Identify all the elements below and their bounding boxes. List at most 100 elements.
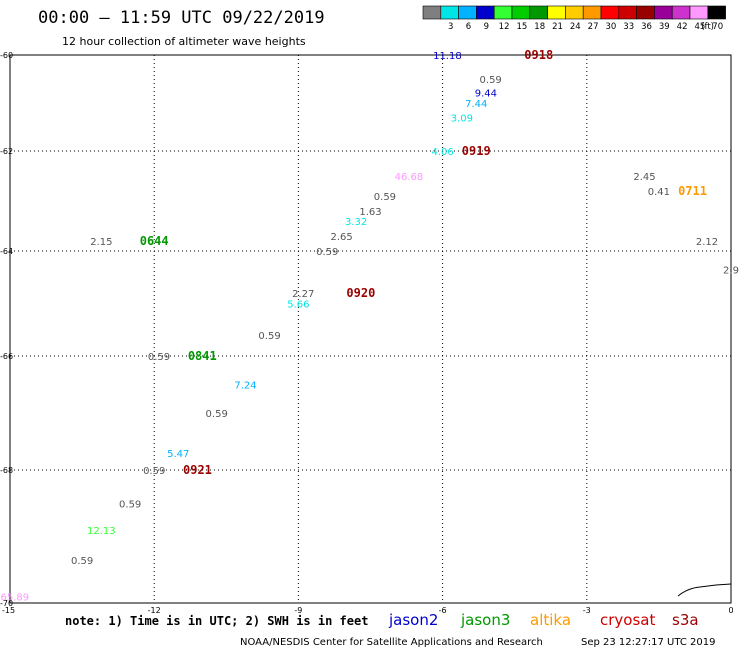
wave-height-label: 0.59 xyxy=(148,352,170,363)
map-plot-area: 11.18 0918 0.59 9.447.44 3.09 4.06 0919 2.45 0.4… xyxy=(0,48,739,604)
y-tick-label: -66 xyxy=(0,352,13,361)
wave-height-label: 0.59 xyxy=(374,192,396,203)
wave-height-label: 0.59 xyxy=(143,466,165,477)
legend-swatch xyxy=(636,5,655,20)
plot-frame xyxy=(9,54,732,604)
legend-swatch xyxy=(654,5,673,20)
legend-swatch xyxy=(565,5,584,20)
wave-height-label: 2.45 xyxy=(633,172,655,183)
legend-swatch xyxy=(547,5,566,20)
satellite-name-jason3: jason3 xyxy=(460,611,510,629)
legend-tick-label: 27 xyxy=(588,22,599,32)
wave-height-label: 46.68 xyxy=(395,172,424,183)
satellite-key: jason2 jason3 altika cryosat s3a xyxy=(388,611,699,629)
legend-tick-label: 9 xyxy=(484,22,489,32)
legend-swatch xyxy=(689,5,709,20)
pass-time-label: 0919 xyxy=(462,144,491,158)
legend-swatch xyxy=(707,5,726,20)
legend-tick-label: 12 xyxy=(499,22,510,32)
footer: note: 1) Time is in UTC; 2) SWH is in fe… xyxy=(65,611,715,648)
legend-tick-label: 3 xyxy=(448,22,453,32)
legend-tick-label: 15 xyxy=(516,22,527,32)
legend-swatch xyxy=(440,5,459,20)
wave-height-label: 2.27 xyxy=(292,289,314,300)
wave-height-label: 2.12 xyxy=(696,237,718,248)
legend-swatch xyxy=(671,5,691,20)
legend-swatch xyxy=(600,5,620,20)
pass-time-label: 0711 xyxy=(678,184,707,198)
wave-height-label: 2.15 xyxy=(90,237,112,248)
wave-height-label: 0.59 xyxy=(480,75,502,86)
legend-tick-label: 70 xyxy=(712,22,723,32)
legend-tick-label: 36 xyxy=(641,22,652,32)
pass-time-label: 0644 xyxy=(140,234,169,248)
wave-height-label: 4.06 xyxy=(431,147,453,158)
wave-height-label: 0.41 xyxy=(648,187,670,198)
x-tick-label: -12 xyxy=(148,606,161,615)
legend-unit: (ft) xyxy=(701,22,714,32)
footer-note: note: 1) Time is in UTC; 2) SWH is in fe… xyxy=(65,614,368,628)
legend-swatch xyxy=(422,5,442,20)
page-subtitle: 12 hour collection of altimeter wave hei… xyxy=(62,35,306,48)
pass-time-label: 0918 xyxy=(524,48,553,62)
wave-height-label: 3.32 xyxy=(345,217,367,228)
wave-height-label: 0.59 xyxy=(316,247,338,258)
y-tick-label: -68 xyxy=(0,466,13,475)
wave-height-label: 9.44 xyxy=(475,88,497,99)
x-tick-label: -9 xyxy=(294,606,302,615)
legend-tick-label: 21 xyxy=(552,22,563,32)
wave-height-label: 2.65 xyxy=(331,232,353,243)
legend-tick-label: 33 xyxy=(623,22,634,32)
timestamp-text: Sep 23 12:27:17 UTC 2019 xyxy=(581,637,715,648)
wave-height-label: 5.66 xyxy=(287,300,309,311)
wave-height-label: 7.24 xyxy=(234,381,256,392)
color-legend: 3 6 9 12 15 18 21 24 27 30 33 36 39 42 45 70(ft) xyxy=(422,5,726,32)
coastline xyxy=(677,583,732,597)
wave-height-label: 3.09 xyxy=(451,113,473,124)
legend-tick-label: 6 xyxy=(466,22,471,32)
legend-swatch xyxy=(529,5,548,20)
header: 00:00 — 11:59 UTC 09/22/2019 12 hour col… xyxy=(38,8,325,48)
satellite-name-altika: altika xyxy=(530,611,571,629)
legend-swatch xyxy=(493,5,513,20)
wave-height-label: 5.47 xyxy=(167,449,189,460)
legend-tick-label: 24 xyxy=(570,22,581,32)
satellite-name-cryosat: cryosat xyxy=(600,611,655,629)
legend-tick-label: 42 xyxy=(677,22,688,32)
wave-height-label: 2.9 xyxy=(723,265,739,276)
wave-height-label: 12.13 xyxy=(87,526,116,537)
axis-ticks: -15 -12 -9 -6 -3 0 -60 -62 -64 -66 -68 -70 xyxy=(0,51,734,615)
pass-time-label: 0920 xyxy=(346,286,375,300)
observations-layer: 11.18 0918 0.59 9.447.44 3.09 4.06 0919 2.45 0.4… xyxy=(0,48,738,603)
legend-tick-label: 30 xyxy=(605,22,616,32)
wave-height-label: 0.59 xyxy=(71,556,93,567)
legend-swatch xyxy=(476,5,495,20)
legend-tick-label: 45 xyxy=(694,22,705,32)
legend-swatch xyxy=(511,5,531,20)
wave-height-label: 0.59 xyxy=(206,409,228,420)
wave-height-label: 0.59 xyxy=(258,331,280,342)
legend-tick-label: 39 xyxy=(659,22,670,32)
wave-height-label: 65.89 xyxy=(0,592,29,603)
page-title: 00:00 — 11:59 UTC 09/22/2019 xyxy=(38,8,325,28)
wave-height-label: 0.59 xyxy=(119,499,141,510)
y-tick-label: -60 xyxy=(0,51,13,60)
y-tick-label: -62 xyxy=(0,147,13,156)
legend-swatch xyxy=(618,5,637,20)
x-tick-label: -6 xyxy=(439,606,447,615)
wave-height-label: 1.63 xyxy=(359,207,381,218)
x-tick-label: 0 xyxy=(728,606,733,615)
legend-tick-label: 18 xyxy=(534,22,545,32)
x-tick-label: -15 xyxy=(2,606,15,615)
y-tick-label: -64 xyxy=(0,247,13,256)
legend-swatch xyxy=(582,5,602,20)
pass-time-label: 0921 xyxy=(183,463,212,477)
y-tick-label: -70 xyxy=(0,599,13,608)
wave-height-label: 11.18 xyxy=(433,51,462,62)
graticule xyxy=(10,55,731,603)
x-tick-label: -3 xyxy=(583,606,591,615)
satellite-name-jason2: jason2 xyxy=(388,611,438,629)
satellite-name-s3a: s3a xyxy=(672,611,699,629)
wave-height-label: 7.44 xyxy=(465,99,487,110)
